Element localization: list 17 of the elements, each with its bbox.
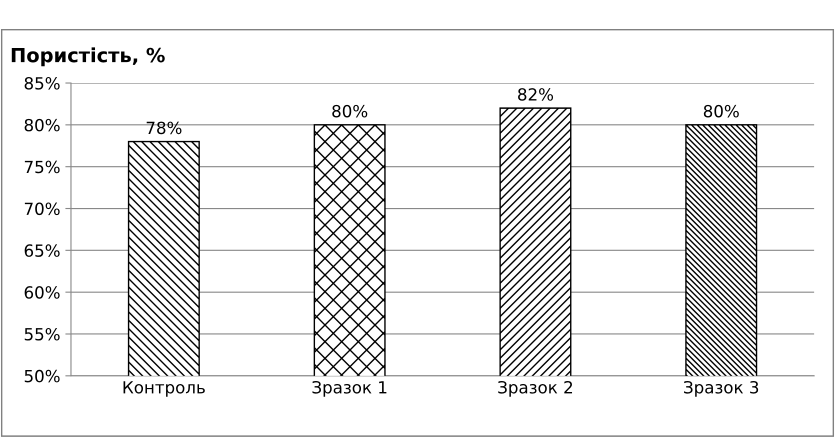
data-label: 78% — [146, 122, 182, 134]
data-label: 80% — [704, 104, 739, 118]
y-tick-label: 55% — [24, 328, 60, 341]
y-tick-label: 75% — [24, 160, 60, 174]
chart-title: Пористість, % — [12, 47, 165, 66]
y-tick-label: 70% — [24, 202, 60, 216]
x-tick-label: Зразок 2 — [498, 380, 572, 397]
data-label: 80% — [332, 104, 368, 118]
x-tick-label: Зразок 3 — [684, 380, 758, 397]
y-tick-label: 65% — [24, 244, 60, 257]
y-tick-label: 85% — [24, 76, 60, 90]
x-tick-label: Контроль — [124, 381, 205, 397]
y-tick-label: 80% — [24, 118, 60, 132]
data-label: 82% — [518, 88, 554, 101]
y-tick-label: 60% — [24, 286, 60, 299]
x-tick-label: Зразок 1 — [312, 380, 386, 397]
y-tick-label: 50% — [24, 370, 60, 382]
